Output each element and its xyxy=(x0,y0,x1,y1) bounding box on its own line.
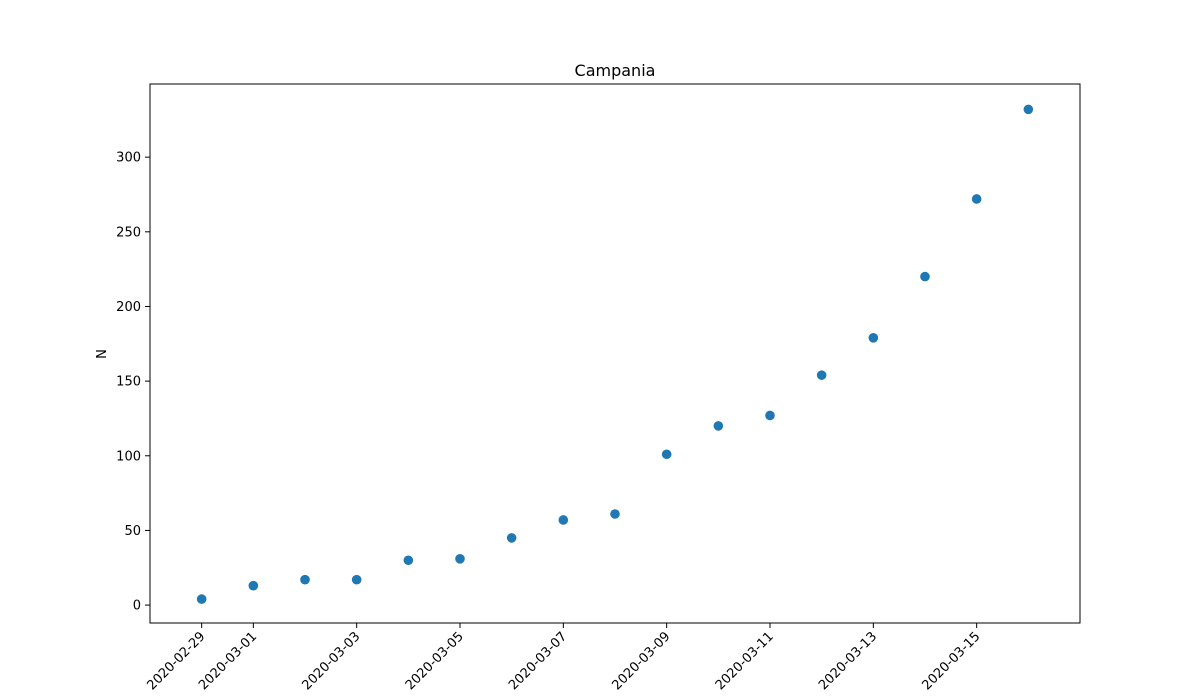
plot-area xyxy=(149,83,1081,624)
data-point xyxy=(661,449,672,460)
data-point xyxy=(403,555,414,566)
data-point xyxy=(713,421,724,431)
x-tick-label: 2020-03-15 xyxy=(919,629,983,693)
x-tick-label: 2020-03-09 xyxy=(609,629,673,693)
data-point xyxy=(455,553,465,564)
data-point xyxy=(196,594,207,604)
y-tick-label: 150 xyxy=(116,375,141,390)
x-tick-label: 2020-03-11 xyxy=(713,629,777,693)
data-series xyxy=(196,104,1034,604)
data-point xyxy=(506,533,517,543)
data-point xyxy=(868,333,879,343)
data-point xyxy=(610,509,620,519)
y-tick-label: 100 xyxy=(116,449,141,464)
data-point xyxy=(248,580,259,591)
y-axis-label: N xyxy=(95,349,110,359)
data-point xyxy=(351,574,362,585)
y-tick-label: 50 xyxy=(124,524,141,539)
data-point xyxy=(765,410,775,421)
y-axis: 0 50 100 150 200 250 300 xyxy=(116,151,150,614)
y-tick-label: 0 xyxy=(133,599,141,614)
x-tick-label: 2020-03-03 xyxy=(299,629,363,693)
x-tick-label: 2020-03-13 xyxy=(816,629,880,693)
data-point xyxy=(558,515,569,525)
x-tick-label: 2020-03-07 xyxy=(506,629,570,693)
y-tick-label: 300 xyxy=(116,151,141,166)
data-point xyxy=(920,271,930,282)
x-tick-label: 2020-03-05 xyxy=(403,629,467,693)
y-tick-label: 250 xyxy=(116,225,141,240)
y-tick-label: 200 xyxy=(116,300,141,315)
data-point xyxy=(816,370,827,380)
data-point xyxy=(971,194,982,204)
data-point xyxy=(300,574,310,585)
chart-title: Campania xyxy=(575,61,656,80)
data-point xyxy=(1023,104,1034,115)
